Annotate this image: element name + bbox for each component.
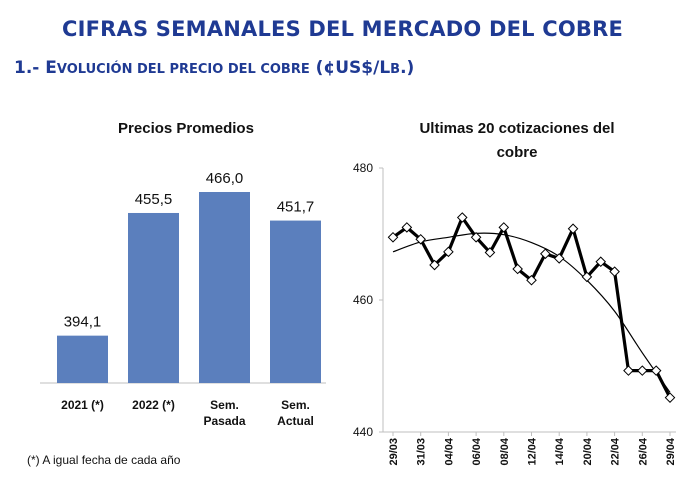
bar-category-label: 2021 (*): [61, 398, 104, 412]
bar-category-label: 2022 (*): [132, 398, 175, 412]
price-point-marker: [623, 365, 634, 376]
price-point-marker: [484, 247, 496, 258]
line-chart-title: cobre: [497, 144, 538, 161]
bar-category-label: Pasada: [203, 414, 245, 428]
y-tick-label: 440: [353, 425, 373, 439]
price-point-marker: [595, 256, 607, 268]
subtitle-prefix: 1.-: [14, 58, 46, 78]
price-point-marker: [636, 365, 648, 376]
x-tick-label: 26/04: [637, 437, 649, 465]
x-tick-label: 29/03: [388, 438, 400, 466]
price-point-marker: [443, 246, 454, 258]
price-point-marker: [456, 212, 468, 223]
x-tick-label: 12/04: [527, 437, 539, 465]
x-tick-label: 22/04: [610, 437, 622, 465]
bar-chart-precios-promedios: Precios Promedios 394,1 2021 (*) 455,5 2022 …: [40, 120, 326, 428]
price-point-marker: [581, 271, 593, 283]
price-point-marker: [387, 231, 399, 243]
bar-1: [57, 335, 108, 383]
price-point-marker: [664, 392, 676, 403]
x-tick-label: 14/04: [554, 437, 566, 465]
x-tick-label: 20/04: [582, 437, 594, 465]
line-chart-title: Ultimas 20 cotizaciones del: [419, 120, 614, 137]
price-point-marker: [470, 231, 482, 243]
price-point-marker: [650, 365, 662, 376]
price-point-marker: [553, 253, 565, 264]
price-point-marker: [429, 259, 440, 271]
subtitle-unit-open: (¢US$/L: [309, 58, 391, 78]
bar-chart-title: Precios Promedios: [118, 120, 254, 137]
bar-category-label: Sem.: [210, 398, 239, 412]
bar-4: [270, 220, 321, 383]
price-point-marker: [498, 222, 510, 233]
bar-value-label: 466,0: [206, 170, 244, 187]
price-point-marker: [512, 263, 523, 275]
price-point-marker: [540, 248, 551, 260]
bar-category-label: Sem.: [281, 398, 310, 412]
bar-3: [199, 192, 250, 383]
page-title: CIFRAS SEMANALES DEL MERCADO DEL COBRE: [61, 17, 624, 41]
bar-category-label: Actual: [277, 414, 314, 428]
footnote: (*) A igual fecha de cada año: [27, 453, 181, 467]
subtitle-rest: VOLUCIÓN DEL PRECIO DEL COBRE: [56, 62, 310, 77]
x-tick-label: 29/04: [665, 437, 677, 465]
subtitle-unit-close: .): [400, 58, 415, 78]
price-point-marker: [415, 233, 427, 245]
line-chart-ultimas-cotizaciones: Ultimas 20 cotizaciones del cobre 480 460 44…: [353, 120, 677, 466]
bar-value-label: 394,1: [64, 314, 102, 331]
price-point-marker: [567, 223, 579, 235]
price-point-marker: [526, 274, 537, 286]
y-tick-label: 460: [353, 293, 373, 307]
x-tick-label: 08/04: [499, 437, 511, 465]
bar-value-label: 451,7: [277, 199, 315, 216]
subtitle-unit-b: B: [390, 62, 401, 77]
bar-2: [128, 212, 179, 383]
bar-value-label: 455,5: [135, 191, 173, 208]
x-tick-label: 04/04: [443, 437, 455, 465]
x-tick-label: 31/03: [416, 438, 428, 466]
section-subtitle: 1.- EVOLUCIÓN DEL PRECIO DEL COBRE (¢US$…: [14, 58, 414, 78]
subtitle-initial: E: [45, 58, 57, 78]
y-tick-label: 480: [353, 161, 373, 175]
x-tick-label: 06/04: [471, 437, 483, 465]
price-point-marker: [401, 222, 413, 233]
price-point-marker: [609, 266, 620, 277]
